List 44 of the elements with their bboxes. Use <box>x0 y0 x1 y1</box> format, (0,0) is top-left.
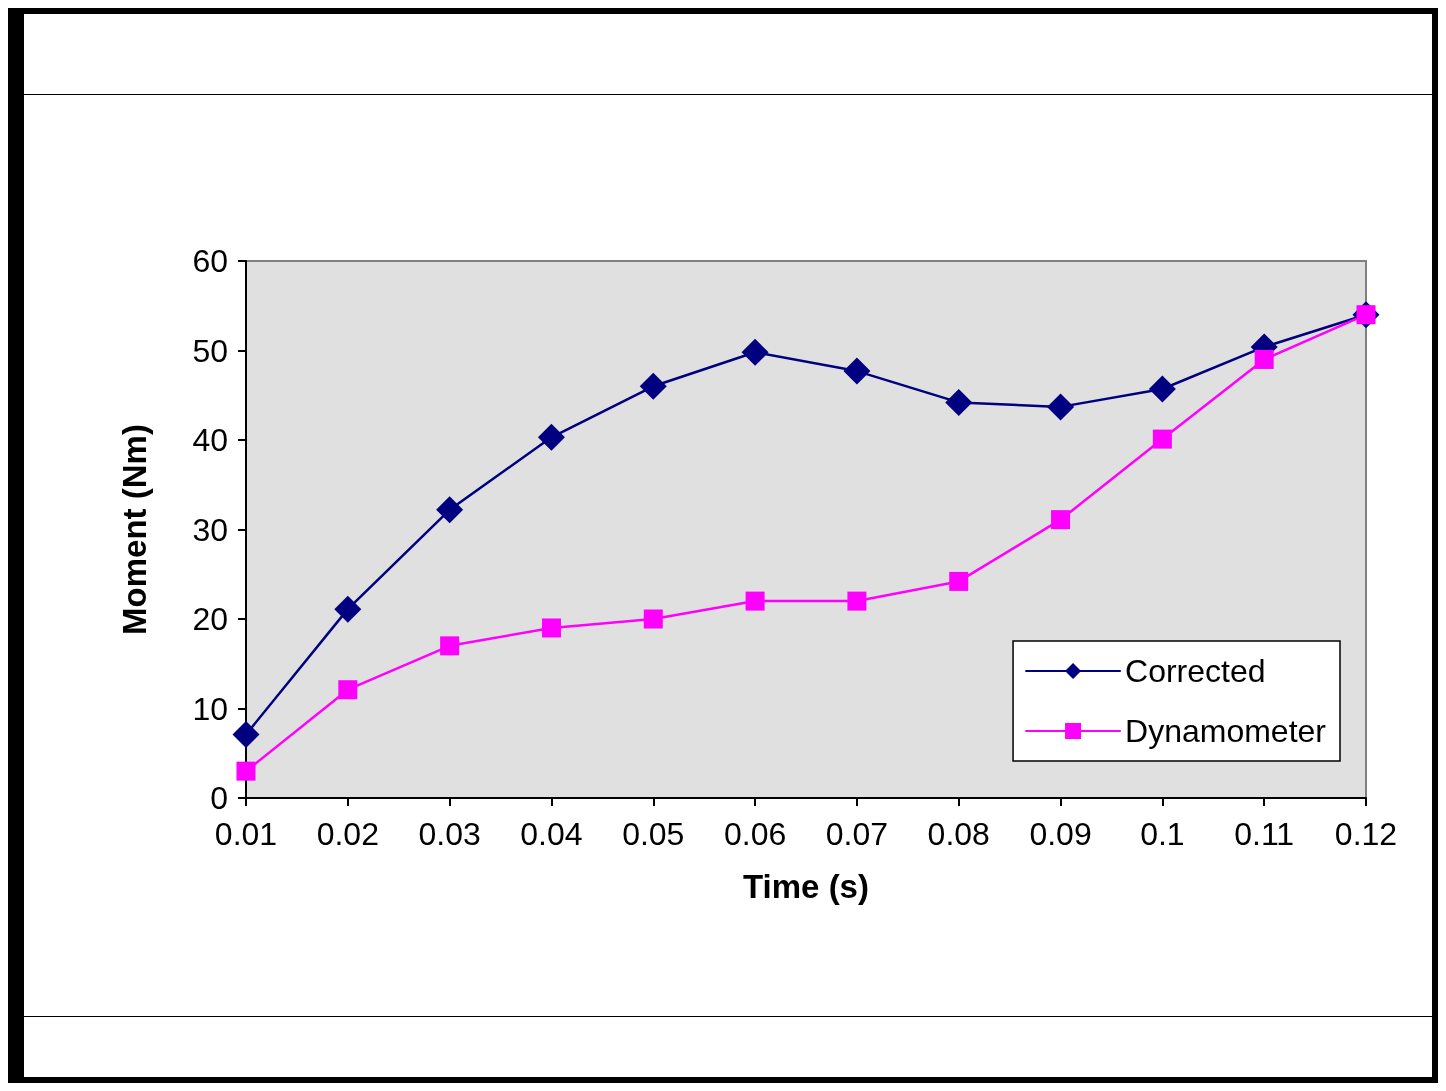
point <box>639 372 667 400</box>
point <box>338 680 358 700</box>
point <box>1051 510 1071 530</box>
x-tick-label: 0.04 <box>520 816 583 852</box>
x-tick-label: 0.12 <box>1334 816 1398 852</box>
point <box>741 338 769 366</box>
point <box>541 618 561 638</box>
x-tick-label: 0.05 <box>622 816 685 852</box>
x-tick-label: 0.09 <box>1029 816 1092 852</box>
point <box>745 591 765 611</box>
point <box>1148 375 1176 403</box>
x-axis-title: Time (s) <box>743 868 869 905</box>
point <box>440 636 460 656</box>
x-tick-label: 0.03 <box>418 816 481 852</box>
y-tick-label: 40 <box>192 422 228 458</box>
x-tick-label: 0.06 <box>723 816 787 852</box>
x-tick-label: 0.11 <box>1234 816 1295 852</box>
point <box>236 761 256 781</box>
x-tick-label: 0.02 <box>316 816 379 852</box>
point <box>537 423 565 451</box>
legend-label: Corrected <box>1125 653 1266 689</box>
y-axis-title: Moment (Nm) <box>116 424 153 635</box>
point <box>643 609 663 629</box>
x-tick-label: 0.07 <box>825 816 889 852</box>
y-tick-label: 0 <box>210 780 228 816</box>
y-tick-label: 20 <box>192 601 228 637</box>
point <box>1047 393 1075 421</box>
point <box>843 357 871 385</box>
legend-label: Dynamometer <box>1125 713 1327 749</box>
point <box>949 571 969 591</box>
x-tick-label: 0.01 <box>214 816 278 852</box>
point <box>436 496 464 524</box>
x-tick-label: 0.1 <box>1140 816 1185 852</box>
y-tick-label: 50 <box>192 332 228 369</box>
point <box>1152 429 1172 449</box>
y-tick-label: 60 <box>192 243 228 279</box>
point <box>334 595 362 623</box>
y-tick-label: 10 <box>192 690 228 727</box>
point <box>232 720 260 748</box>
point <box>847 591 867 611</box>
point <box>945 388 973 416</box>
y-tick-label: 30 <box>192 511 228 548</box>
x-tick-label: 0.08 <box>927 816 990 852</box>
point <box>1254 349 1274 369</box>
